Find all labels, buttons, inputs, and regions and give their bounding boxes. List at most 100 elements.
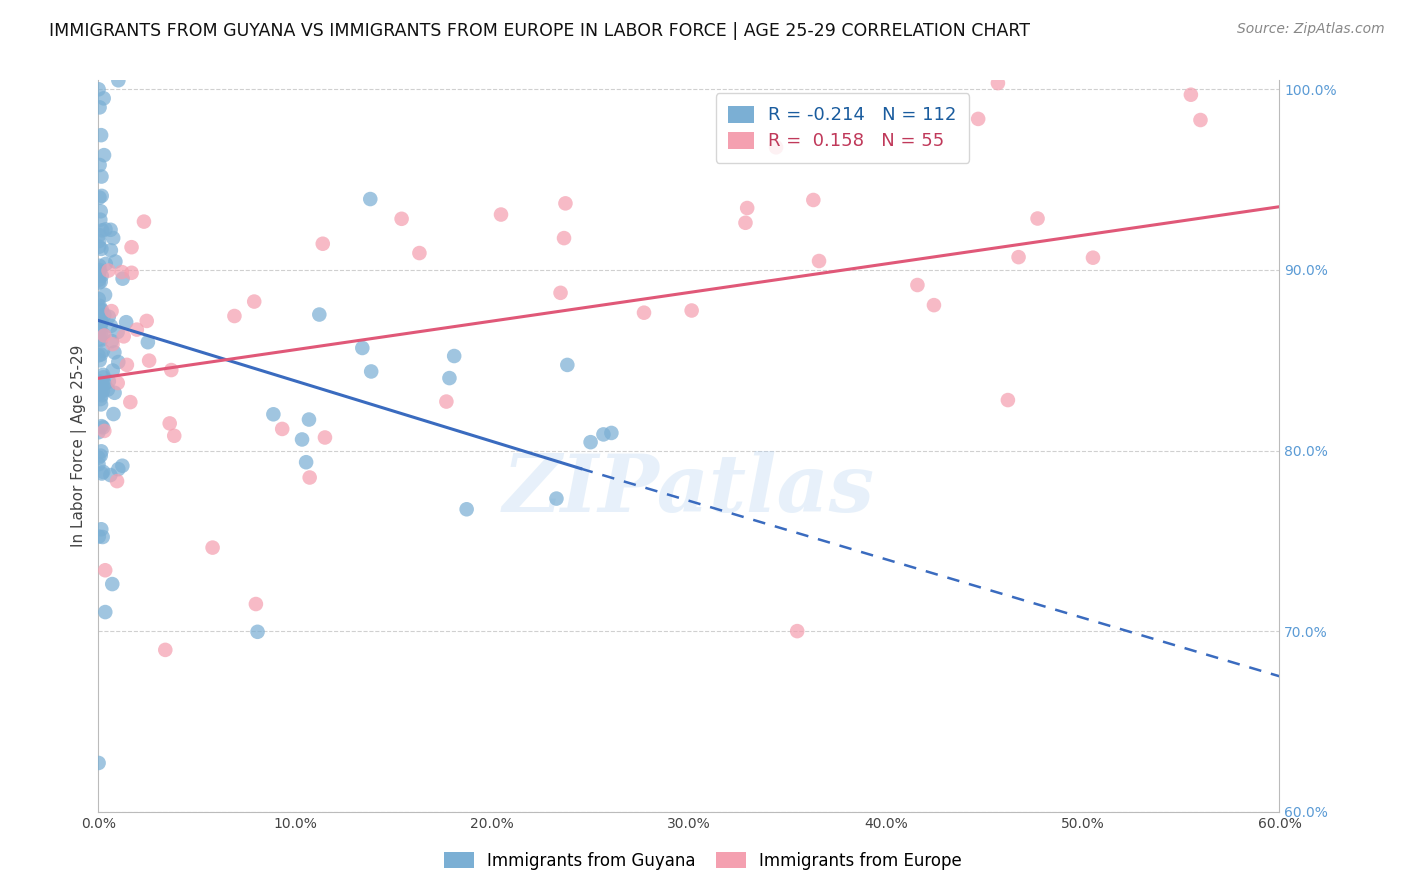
Point — [103, 385, 125, 400]
Point — [93, 91, 115, 105]
Point — [90, 303, 112, 318]
Point — [89, 310, 111, 325]
Point — [97, 310, 120, 324]
Point — [115, 358, 138, 372]
Point — [100, 244, 122, 258]
Point — [100, 304, 122, 318]
Point — [434, 394, 457, 409]
Point — [90, 347, 112, 361]
Point — [100, 318, 122, 333]
Point — [90, 449, 112, 463]
Point — [360, 364, 382, 378]
Legend: Immigrants from Guyana, Immigrants from Europe: Immigrants from Guyana, Immigrants from … — [437, 846, 969, 877]
Point — [136, 335, 159, 350]
Point — [90, 275, 112, 289]
Point — [291, 433, 314, 447]
Point — [93, 148, 115, 162]
Point — [89, 228, 111, 243]
Point — [554, 196, 576, 211]
Point — [391, 211, 413, 226]
Point — [314, 430, 336, 444]
Point — [94, 563, 117, 577]
Point — [90, 128, 112, 143]
Point — [546, 491, 568, 506]
Point — [245, 597, 267, 611]
Point — [94, 222, 117, 236]
Point — [89, 212, 111, 227]
Point — [90, 384, 112, 398]
Point — [120, 395, 142, 409]
Point — [600, 425, 623, 440]
Point — [89, 353, 111, 368]
Point — [87, 264, 110, 278]
Point — [262, 407, 284, 421]
Point — [87, 387, 110, 401]
Point — [111, 271, 134, 285]
Point — [101, 363, 124, 377]
Point — [89, 392, 111, 406]
Point — [201, 541, 224, 555]
Point — [91, 420, 114, 434]
Point — [786, 624, 808, 639]
Point — [359, 192, 381, 206]
Point — [90, 333, 112, 347]
Point — [89, 158, 111, 172]
Point — [443, 349, 465, 363]
Point — [89, 299, 111, 313]
Point — [107, 355, 129, 369]
Point — [90, 388, 112, 402]
Point — [103, 407, 125, 421]
Point — [633, 306, 655, 320]
Text: IMMIGRANTS FROM GUYANA VS IMMIGRANTS FROM EUROPE IN LABOR FORCE | AGE 25-29 CORR: IMMIGRANTS FROM GUYANA VS IMMIGRANTS FRO… — [49, 22, 1031, 40]
Point — [89, 190, 111, 204]
Point — [801, 193, 824, 207]
Point — [224, 309, 246, 323]
Point — [93, 308, 115, 322]
Point — [87, 529, 110, 543]
Point — [91, 343, 114, 358]
Point — [89, 100, 111, 114]
Point — [91, 370, 114, 384]
Point — [91, 223, 114, 237]
Point — [1026, 211, 1049, 226]
Point — [93, 328, 115, 343]
Point — [111, 458, 134, 473]
Point — [91, 465, 114, 479]
Point — [135, 314, 157, 328]
Point — [1189, 113, 1212, 128]
Point — [90, 522, 112, 536]
Point — [97, 383, 120, 397]
Point — [87, 240, 110, 254]
Point — [557, 358, 579, 372]
Point — [90, 268, 112, 283]
Point — [987, 76, 1010, 90]
Point — [155, 643, 177, 657]
Point — [808, 254, 831, 268]
Point — [1180, 87, 1202, 102]
Point — [90, 419, 112, 434]
Point — [298, 470, 321, 484]
Point — [87, 425, 110, 440]
Point — [90, 242, 112, 256]
Y-axis label: In Labor Force | Age 25-29: In Labor Force | Age 25-29 — [72, 345, 87, 547]
Point — [101, 334, 124, 348]
Point — [295, 455, 318, 469]
Point — [408, 246, 430, 260]
Point — [107, 462, 129, 476]
Point — [94, 376, 117, 391]
Point — [111, 265, 134, 279]
Point — [352, 341, 374, 355]
Point — [579, 435, 602, 450]
Point — [89, 375, 111, 389]
Point — [553, 231, 575, 245]
Point — [89, 234, 111, 248]
Point — [298, 412, 321, 426]
Legend: R = -0.214   N = 112, R =  0.158   N = 55: R = -0.214 N = 112, R = 0.158 N = 55 — [716, 93, 969, 163]
Point — [765, 140, 787, 154]
Point — [308, 308, 330, 322]
Point — [93, 424, 115, 438]
Point — [87, 273, 110, 287]
Point — [97, 263, 120, 277]
Point — [87, 348, 110, 362]
Point — [592, 427, 614, 442]
